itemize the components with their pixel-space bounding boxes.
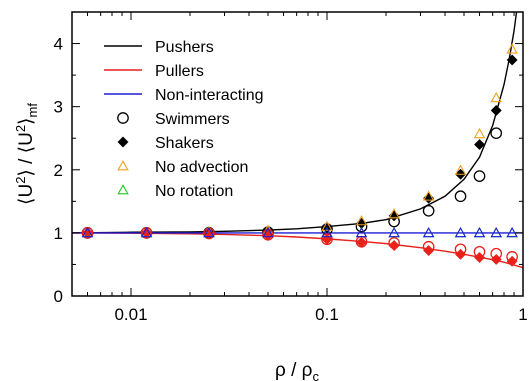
data-point-filled-diamond-e8211a	[473, 251, 486, 264]
data-point-no-advection	[473, 127, 486, 139]
legend-item-no-advection: No advection	[117, 159, 248, 176]
data-point-no-advection	[388, 208, 400, 219]
legend: Pushers Pullers Non-interacting Swimmers Sha…	[104, 39, 264, 200]
legend-label: No rotation	[155, 183, 233, 200]
y-tick-label: 1	[54, 224, 63, 243]
data-point-filled-diamond-e8211a	[203, 227, 215, 240]
data-point-open-triangle-1f1fd6	[422, 226, 435, 238]
legend-swatch	[117, 136, 129, 148]
legend-item-no-rotation: No rotation	[117, 183, 233, 200]
x-tick-label: 0.01	[114, 305, 147, 324]
legend-label: Pushers	[155, 39, 214, 56]
curves	[72, 12, 523, 269]
legend-label: Pullers	[155, 63, 204, 80]
data-point-no-advection	[321, 220, 333, 231]
data-point-filled-diamond-e8211a	[140, 227, 153, 239]
data-point-open-triangle-1f1fd6	[203, 226, 215, 238]
y-tick-label: 4	[54, 35, 63, 54]
data-point-shakers	[490, 104, 502, 117]
data-point-open-triangle-1f1fd6	[140, 226, 153, 238]
y-tick-label: 2	[54, 161, 63, 180]
data-point-open-triangle-1f1fd6	[388, 226, 400, 238]
data-point-open-triangle-1f1fd6	[321, 226, 333, 238]
data-point-open-triangle-1f1fd6	[81, 226, 94, 238]
data-point-filled-diamond-e8211a	[388, 239, 400, 252]
data-point-open-triangle-1f1fd6	[355, 226, 368, 238]
data-point-swimmers	[454, 190, 467, 203]
y-tick-label: 0	[54, 287, 63, 306]
data-point-no-advection	[422, 190, 435, 201]
data-point-filled-diamond-e8211a	[490, 253, 502, 265]
x-tick-label: 0.1	[315, 305, 339, 324]
data-point-filled-diamond-e8211a	[355, 236, 368, 248]
data-point-shakers	[473, 138, 486, 151]
legend-item-shakers: Shakers	[117, 135, 214, 152]
legend-label: Swimmers	[155, 111, 230, 128]
legend-swatch	[117, 160, 129, 171]
legend-swatch	[117, 184, 129, 195]
x-tick-label: 1	[518, 305, 527, 324]
data-point-open-triangle-1f1fd6	[490, 226, 502, 238]
legend-item-non-interacting: Non-interacting	[104, 87, 264, 104]
data-point-swimmers	[490, 127, 503, 140]
y-axis-label: ⟨U2⟩ / ⟨U2⟩mf	[13, 103, 40, 205]
markers	[81, 43, 518, 267]
data-point-no-advection	[454, 164, 467, 175]
plot-frame	[71, 11, 524, 297]
data-point-open-triangle-1f1fd6	[473, 226, 486, 238]
x-axis: 0.01 0.1 1	[71, 12, 528, 324]
legend-item-pullers: Pullers	[104, 63, 204, 80]
data-point-swimmers	[422, 204, 435, 217]
data-point-swimmers	[473, 170, 486, 182]
data-point-no-advection	[506, 43, 518, 54]
data-point-filled-diamond-e8211a	[506, 255, 518, 267]
data-point-open-triangle-1f1fd6	[506, 226, 518, 238]
legend-label: Non-interacting	[155, 87, 264, 104]
legend-label: No advection	[155, 159, 248, 176]
data-point-filled-diamond-e8211a	[81, 227, 94, 239]
data-point-open-triangle-1f1fd6	[454, 226, 467, 238]
legend-swatch	[117, 112, 129, 124]
y-axis: 0 1 2 3 4	[54, 11, 523, 306]
data-point-filled-diamond-e8211a	[454, 248, 467, 260]
data-point-filled-diamond-e8211a	[423, 245, 435, 257]
data-point-shakers	[506, 54, 518, 66]
y-tick-label: 3	[54, 98, 63, 117]
legend-item-swimmers: Swimmers	[117, 111, 230, 128]
legend-item-pushers: Pushers	[104, 39, 214, 56]
data-point-no-advection	[490, 91, 502, 103]
legend-label: Shakers	[155, 135, 214, 152]
data-point-no-advection	[355, 214, 368, 226]
data-point-open-triangle-1f1fd6	[262, 226, 274, 238]
x-axis-label: ρ / ρc	[275, 360, 319, 381]
